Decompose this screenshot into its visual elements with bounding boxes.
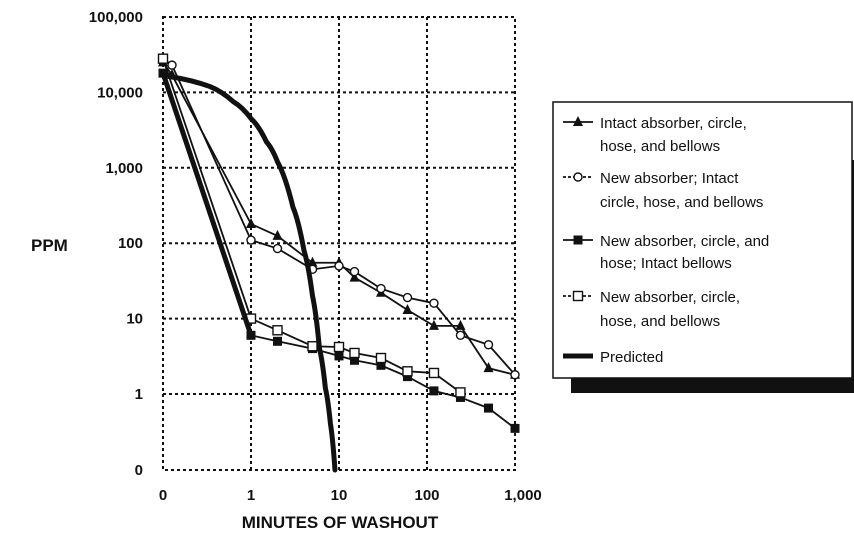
legend-label-5: Predicted [600,349,663,366]
point-marker-triangle [307,256,318,267]
legend-label-2-line-2: circle, hose, and bellows [600,194,763,211]
point-marker-square-open [375,352,387,364]
x-tick-label: 0 [159,487,167,504]
grid [163,17,515,470]
point-marker-circle [455,330,466,341]
point-marker-triangle [349,271,360,282]
point-marker-square-filled [510,423,520,433]
point-marker-circle [483,340,494,350]
point-marker-square-open [307,341,318,352]
point-marker-square-open [455,387,466,398]
y-tick-labels: 0 1 10 100 1,000 10,000 100,000 [89,9,143,479]
point-marker-triangle [483,362,494,373]
point-marker-square-open [428,367,440,379]
point-marker-square-open [157,53,169,64]
point-marker-square-filled [349,355,359,365]
point-marker-circle [376,283,386,294]
legend-label-4-line-1: New absorber, circle, [600,289,740,306]
point-marker-circle [246,235,256,245]
plot-frame [162,16,516,471]
x-tick-labels: 0 1 10 100 1,000 [159,487,542,504]
point-marker-square-open [333,341,345,353]
point-marker-circle [272,243,283,254]
series-line-predicted [160,70,338,473]
point-marker-triangle [402,304,413,315]
point-marker-square-open [349,347,360,359]
point-marker-triangle [272,229,283,240]
point-marker-triangle [246,217,256,228]
point-marker-circle [349,266,360,277]
series-layer [157,53,520,473]
point-marker-triangle [428,319,439,330]
point-marker-circle [167,60,177,70]
point-marker-square-filled [484,403,494,413]
x-tick-label: 10 [331,487,348,504]
x-axis-title: MINUTES OF WASHOUT [242,513,439,532]
series-line-square-initial [160,70,254,338]
y-tick-label: 100 [118,235,143,252]
point-marker-square-filled [272,336,282,346]
legend: Intact absorber, circle, hose, and bello… [552,101,854,393]
point-marker-square-filled [376,360,386,370]
point-marker-square-filled [429,386,439,396]
y-tick-label: 1 [135,386,143,403]
legend-label-2-line-1: New absorber; Intact [600,170,739,187]
series-line [162,58,461,394]
x-tick-label: 100 [414,487,439,504]
point-marker-triangle [573,116,583,126]
point-marker-circle [402,292,413,303]
point-marker-circle [510,370,520,380]
legend-label-4-line-2: hose, and bellows [600,313,720,330]
y-axis-title: PPM [31,236,68,255]
point-marker-square-open [572,290,584,302]
series-2 [158,53,520,380]
x-tick-label: 1 [247,487,255,504]
point-marker-circle [429,298,439,308]
y-tick-label: 1,000 [105,160,143,177]
series-5 [160,70,338,473]
point-marker-square-filled [573,235,583,245]
y-tick-label: 10 [126,311,143,328]
legend-label-3-line-2: hose; Intact bellows [600,255,732,272]
legend-label-3-line-1: New absorber, circle, and [600,233,769,250]
y-tick-label: 10,000 [97,84,143,101]
legend-label-1-line-2: hose, and bellows [600,138,720,155]
series-4 [157,53,466,398]
x-tick-label: 1,000 [504,487,542,504]
point-marker-square-filled [334,351,344,361]
legend-label-1-line-1: Intact absorber, circle, [600,115,747,132]
point-marker-square-open [402,366,413,377]
point-marker-circle [573,172,583,182]
point-marker-square-filled [402,372,412,382]
legend-box [552,101,853,379]
legend-swatches [563,116,593,359]
y-tick-label: 0 [135,462,143,479]
point-marker-triangle [455,319,466,330]
point-marker-square-open [272,325,283,336]
point-marker-circle [334,261,344,271]
y-tick-label: 100,000 [89,9,143,26]
